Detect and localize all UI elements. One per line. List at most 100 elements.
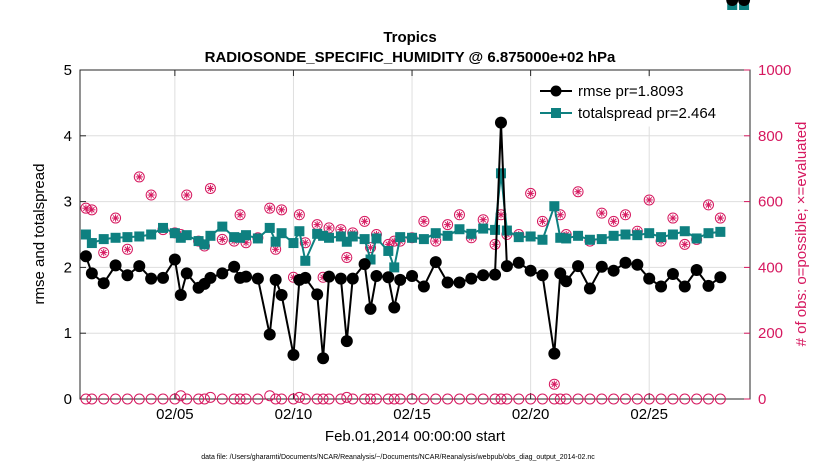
totalspread-point: [264, 222, 275, 233]
obs-possible-point: [679, 393, 691, 405]
totalspread-point: [276, 228, 287, 239]
rmse-point: [85, 267, 98, 280]
rmse-series: [79, 0, 751, 365]
rmse-point: [394, 273, 407, 286]
obs-possible-point: [121, 393, 133, 405]
totalspread-point: [573, 230, 584, 241]
rmse-point: [477, 269, 490, 282]
y-tick-label: 4: [64, 128, 72, 145]
rmse-point: [240, 270, 253, 283]
rmse-point: [317, 352, 330, 365]
obs-possible-point: [240, 393, 252, 405]
rmse-point: [631, 258, 644, 271]
rmse-point: [174, 289, 187, 302]
obs-possible-point: [536, 393, 548, 405]
x-tick-label: 02/15: [393, 406, 431, 423]
rmse-point: [340, 335, 353, 348]
rmse-point: [702, 279, 715, 292]
totalspread-point: [395, 232, 406, 243]
y-tick-label: 3: [64, 194, 72, 211]
totalspread-point: [241, 230, 252, 241]
obs-possible-point: [619, 393, 631, 405]
totalspread-point: [513, 232, 524, 243]
obs-possible-point: [477, 393, 489, 405]
obs-possible-point: [608, 393, 620, 405]
y2-tick-label: 200: [758, 325, 783, 342]
totalspread-point: [98, 234, 109, 245]
totalspread-point: [561, 233, 572, 244]
y-tick-label: 5: [64, 62, 72, 79]
totalspread-point: [620, 229, 631, 240]
rmse-point: [121, 269, 134, 282]
obs-possible-point: [501, 393, 513, 405]
totalspread-point: [418, 234, 429, 245]
obs-possible-point: [370, 393, 382, 405]
obs-possible-point: [264, 390, 276, 402]
x-axis-label: Feb.01,2014 00:00:00 start: [325, 428, 506, 445]
totalspread-point: [490, 224, 501, 235]
obs-possible-point: [193, 393, 205, 405]
obs-possible-point: [359, 393, 371, 405]
totalspread-point: [365, 254, 376, 265]
totalspread-point: [466, 228, 477, 239]
totalspread-point: [235, 232, 246, 243]
obs-evaluated-point: [667, 212, 679, 224]
obs-possible-point: [204, 391, 216, 403]
rmse-point: [382, 271, 395, 284]
y-tick-label: 2: [64, 259, 72, 276]
totalspread-point: [175, 232, 186, 243]
rmse-point: [287, 348, 300, 361]
obs-possible-point: [341, 391, 353, 403]
totalspread-point: [715, 226, 726, 237]
rmse-point: [251, 272, 264, 285]
obs-evaluated-point: [264, 202, 276, 214]
obs-possible-point: [714, 393, 726, 405]
rmse-point: [109, 259, 122, 272]
obs-evaluated-point: [418, 215, 430, 227]
rmse-point: [311, 288, 324, 301]
rmse-point: [133, 260, 146, 273]
obs-possible-point: [643, 393, 655, 405]
totalspread-point: [359, 234, 370, 245]
obs-evaluated-point: [548, 378, 560, 390]
obs-possible-point: [406, 393, 418, 405]
rmse-point: [536, 269, 549, 282]
totalspread-point: [318, 230, 329, 241]
obs-evaluated-point: [679, 238, 691, 250]
totalspread-point: [495, 168, 506, 179]
rmse-point: [738, 0, 751, 6]
chart-title: Tropics: [383, 29, 436, 46]
x-tick-label: 02/10: [275, 406, 313, 423]
obs-possible-point: [572, 393, 584, 405]
obs-evaluated-point: [714, 212, 726, 224]
rmse-point: [275, 289, 288, 302]
chart-subtitle: RADIOSONDE_SPECIFIC_HUMIDITY @ 6.875000e…: [205, 49, 616, 66]
rmse-point: [145, 272, 158, 285]
obs-possible-point: [110, 393, 122, 405]
legend-totalspread-label: totalspread pr=2.464: [578, 105, 716, 122]
rmse-point: [441, 276, 454, 289]
rmse-point: [157, 271, 170, 284]
obs-possible-point: [691, 393, 703, 405]
totalspread-point: [80, 229, 91, 240]
obs-evaluated-point: [234, 209, 246, 221]
legend: rmse pr=1.8093 totalspread pr=2.464: [531, 77, 741, 127]
rmse-point: [429, 256, 442, 269]
totalspread-point: [312, 228, 323, 239]
obs-evaluated-point: [216, 233, 228, 245]
rmse-point: [204, 271, 217, 284]
totalspread-series: [80, 0, 750, 273]
obs-possible-point: [276, 393, 288, 405]
obs-possible-point: [513, 393, 525, 405]
totalspread-point: [644, 228, 655, 239]
obs-evaluated-point: [133, 171, 145, 183]
totalspread-point: [667, 229, 678, 240]
rmse-point: [560, 275, 573, 288]
obs-evaluated-point: [643, 194, 655, 206]
obs-possible-point: [442, 393, 454, 405]
rmse-point: [690, 264, 703, 277]
obs-evaluated-point: [98, 247, 110, 259]
rmse-point: [388, 301, 401, 314]
totalspread-point: [146, 229, 157, 240]
